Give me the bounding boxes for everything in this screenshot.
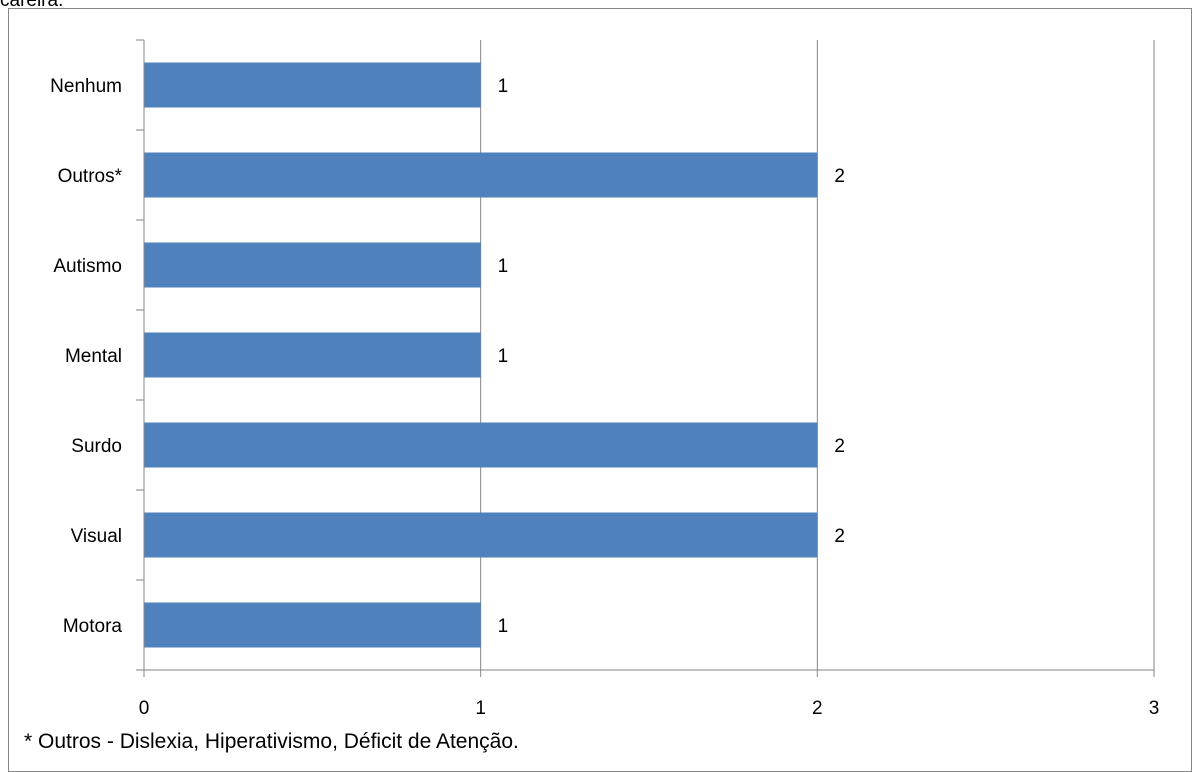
bar-nenhum [144,62,481,108]
x-tick-label: 3 [1149,698,1160,719]
data-label: 1 [498,256,509,277]
category-label: Visual [71,526,122,547]
category-label: Surdo [71,436,122,457]
gridlines [480,40,1155,670]
category-label: Autismo [53,256,122,277]
data-label: 2 [834,166,845,187]
bar-motora [144,602,481,648]
data-label: 2 [834,526,845,547]
data-label: 1 [498,346,509,367]
bars [144,62,818,648]
bar-surdo [144,422,818,468]
category-label: Nenhum [50,76,122,97]
category-label: Mental [65,346,122,367]
bar-mental [144,332,481,378]
bar-outros [144,152,818,198]
x-tick-label: 2 [812,698,823,719]
header-text-fragment: carelra. [0,0,64,11]
bar-autismo [144,242,481,288]
bar-visual [144,512,818,558]
data-label: 1 [498,76,509,97]
footnote: * Outros - Dislexia, Hiperativismo, Défi… [24,730,519,753]
x-tick-label: 0 [139,698,150,719]
category-label: Outros* [58,166,123,187]
x-tick-label: 1 [475,698,486,719]
category-label: Motora [63,616,123,637]
data-label: 2 [834,436,845,457]
labels: 0 1 2 3 Nenhum 1 Outros* 2 Autismo 1 Mental 1 Surdo 2… [50,76,1159,719]
data-label: 1 [498,616,509,637]
axes [136,39,1155,677]
